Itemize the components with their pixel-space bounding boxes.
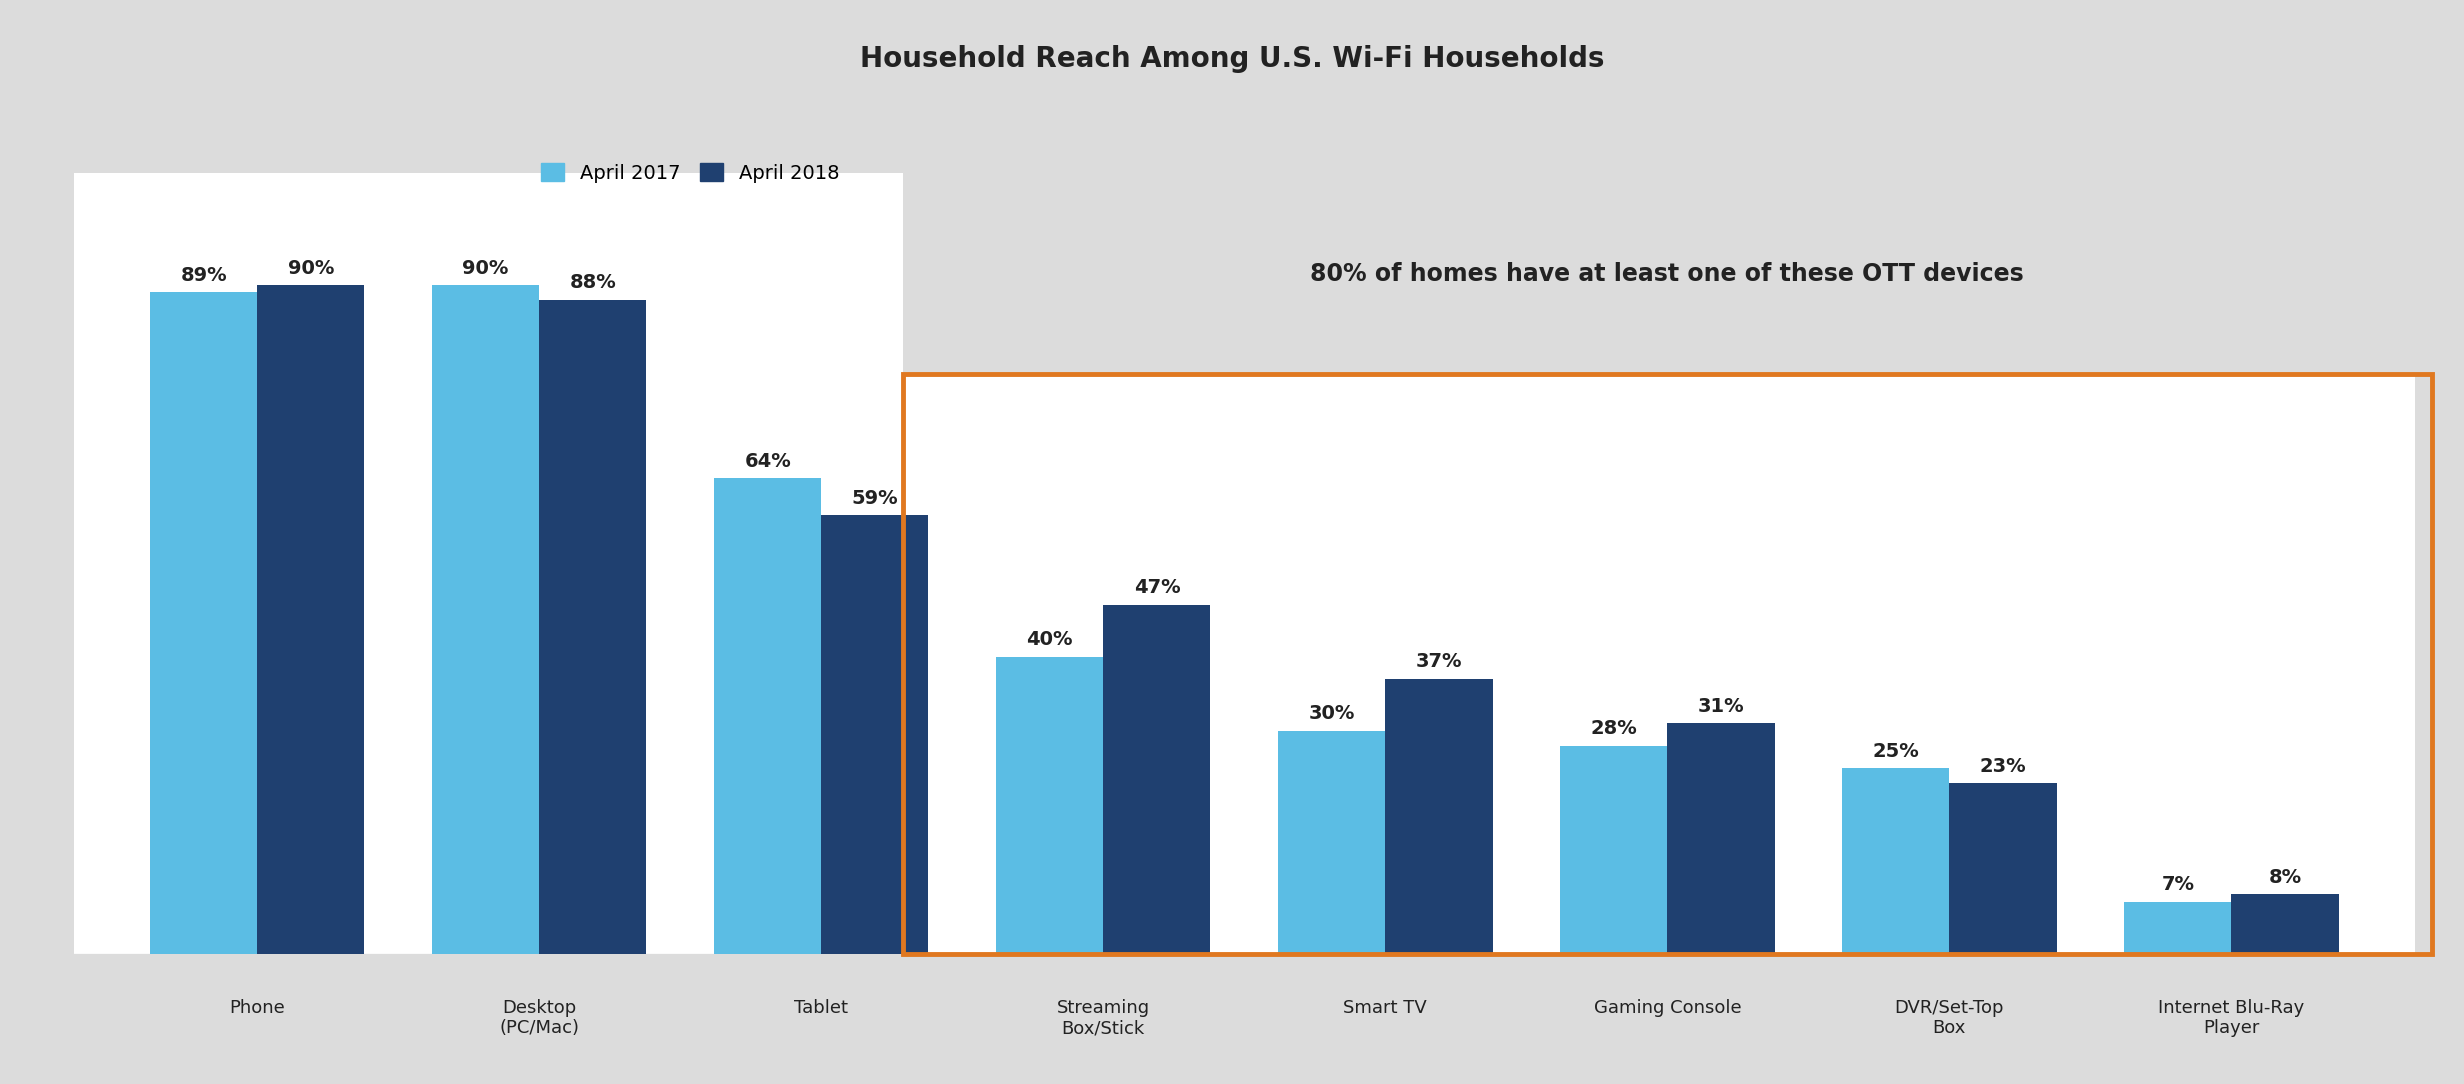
Text: 90%: 90%: [463, 258, 510, 278]
Bar: [1385, 679, 1493, 954]
Bar: [256, 285, 365, 954]
Text: DVR/Set-Top
Box: DVR/Set-Top Box: [1895, 998, 2003, 1037]
Bar: [1668, 723, 1774, 954]
Text: Phone: Phone: [229, 998, 286, 1017]
Bar: [1279, 731, 1385, 954]
Text: 28%: 28%: [1589, 720, 1636, 738]
Bar: [2124, 902, 2232, 954]
Text: Gaming Console: Gaming Console: [1594, 998, 1742, 1017]
Bar: [431, 285, 540, 954]
Text: 47%: 47%: [1133, 578, 1180, 597]
Text: 25%: 25%: [1873, 741, 1919, 761]
Text: 23%: 23%: [1979, 757, 2025, 775]
Text: Household Reach Among U.S. Wi-Fi Households: Household Reach Among U.S. Wi-Fi Househo…: [860, 44, 1604, 73]
Text: Streaming
Box/Stick: Streaming Box/Stick: [1057, 998, 1151, 1037]
Text: Smart TV: Smart TV: [1343, 998, 1427, 1017]
Text: 90%: 90%: [288, 258, 335, 278]
Text: Internet Blu-Ray
Player: Internet Blu-Ray Player: [2158, 998, 2304, 1037]
Text: 80% of homes have at least one of these OTT devices: 80% of homes have at least one of these …: [1311, 262, 2025, 286]
Bar: [540, 300, 646, 954]
Bar: [715, 478, 821, 954]
Text: 31%: 31%: [1698, 697, 1745, 717]
Bar: [1843, 769, 1949, 954]
Text: 30%: 30%: [1308, 705, 1355, 723]
Bar: [1104, 605, 1210, 954]
FancyBboxPatch shape: [904, 173, 2432, 374]
Text: Tablet: Tablet: [793, 998, 848, 1017]
Bar: [1949, 783, 2057, 954]
Text: 59%: 59%: [853, 489, 899, 508]
Text: 88%: 88%: [569, 273, 616, 293]
Text: 37%: 37%: [1417, 653, 1461, 671]
Text: 7%: 7%: [2161, 876, 2195, 894]
Bar: [821, 515, 929, 954]
Text: 64%: 64%: [744, 452, 791, 470]
Text: 40%: 40%: [1027, 630, 1072, 649]
Text: 89%: 89%: [180, 266, 227, 285]
Bar: [150, 293, 256, 954]
Legend: April 2017, April 2018: April 2017, April 2018: [540, 164, 840, 182]
Text: Desktop
(PC/Mac): Desktop (PC/Mac): [500, 998, 579, 1037]
Bar: [995, 657, 1104, 954]
Bar: [1560, 746, 1668, 954]
Bar: [2232, 894, 2338, 954]
Text: 8%: 8%: [2269, 868, 2301, 887]
